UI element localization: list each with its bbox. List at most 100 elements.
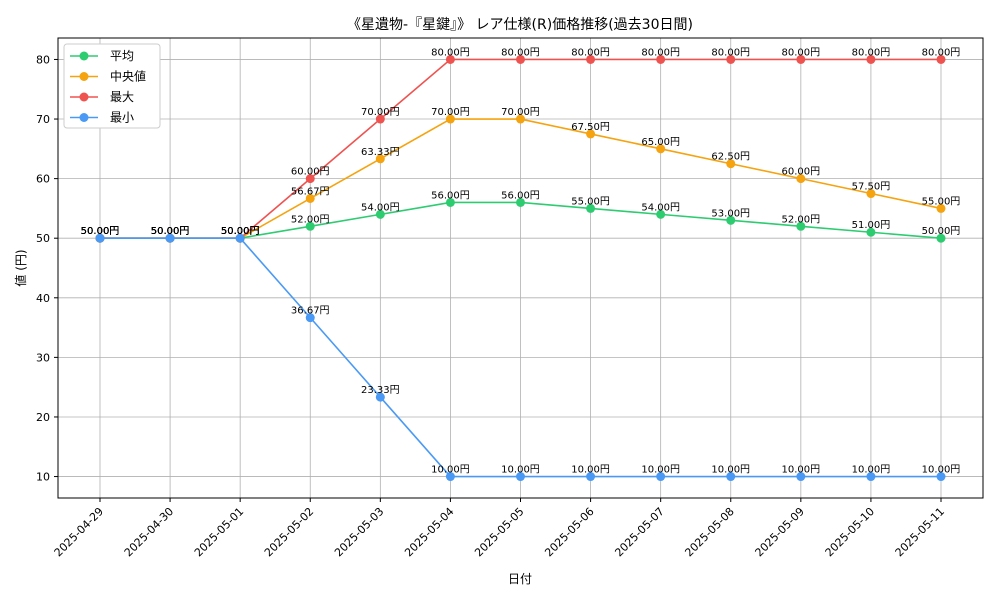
x-tick-label: 2025-05-03 (332, 505, 386, 559)
data-point (375, 392, 385, 402)
data-point (586, 54, 596, 64)
data-point (445, 54, 455, 64)
data-point (936, 54, 946, 64)
data-label: 50.00円 (221, 226, 260, 237)
data-label: 55.00円 (571, 196, 610, 207)
data-label: 50.00円 (151, 226, 190, 237)
data-point (445, 114, 455, 124)
data-label: 56.00円 (431, 190, 470, 201)
data-label: 60.00円 (782, 167, 821, 178)
y-tick-label: 40 (36, 292, 50, 305)
data-point (305, 221, 315, 231)
data-label: 23.33円 (361, 385, 400, 396)
data-label: 56.67円 (291, 186, 330, 197)
data-point (726, 215, 736, 225)
x-tick-label: 2025-05-05 (472, 505, 526, 559)
data-label: 50.00円 (151, 226, 190, 237)
y-tick-label: 20 (36, 411, 50, 424)
data-point (305, 193, 315, 203)
data-point (375, 154, 385, 164)
data-point (305, 174, 315, 184)
plot-frame (57, 37, 984, 499)
chart-title: 《星遺物-『星鍵』》 レア仕様(R)価格推移(過去30日間) (347, 17, 693, 33)
data-point (445, 197, 455, 207)
y-tick-label: 30 (36, 351, 50, 364)
data-label: 50.00円 (151, 226, 190, 237)
data-point (586, 472, 596, 482)
data-label: 80.00円 (782, 47, 821, 58)
data-point (445, 472, 455, 482)
legend-label: 最大 (110, 90, 134, 104)
data-label: 70.00円 (431, 107, 470, 118)
legend-swatch-marker (79, 72, 89, 81)
legend-swatch-marker (79, 51, 89, 61)
data-label: 55.00円 (922, 196, 961, 207)
data-label: 10.00円 (922, 465, 961, 476)
data-point (586, 129, 596, 139)
x-tick-label: 2025-05-07 (612, 505, 666, 559)
data-label: 51.00円 (852, 220, 891, 231)
data-label: 67.50円 (571, 122, 610, 133)
data-point (235, 233, 245, 243)
data-label: 10.00円 (501, 465, 540, 476)
data-label: 70.00円 (501, 107, 540, 118)
x-tick-label: 2025-05-11 (893, 505, 947, 559)
data-point (656, 209, 666, 219)
data-label: 57.50円 (852, 182, 891, 193)
data-label: 10.00円 (711, 465, 750, 476)
data-label: 56.00円 (501, 190, 540, 201)
data-point (516, 114, 525, 124)
x-tick-label: 2025-04-29 (52, 505, 106, 559)
y-axis-label: 値 (円) (13, 249, 28, 286)
x-tick-label: 2025-05-04 (402, 505, 456, 559)
data-point (516, 197, 525, 207)
x-tick-label: 2025-05-10 (823, 505, 877, 559)
legend-box (63, 43, 161, 129)
data-point (656, 54, 666, 64)
data-label: 10.00円 (431, 465, 470, 476)
legend-swatch-marker (79, 113, 89, 122)
x-axis-ticks: 2025-04-29 2025-04-30 2025-05-01 2025-05-02… (52, 498, 947, 559)
data-point (866, 189, 876, 199)
data-label: 80.00円 (641, 47, 680, 58)
data-point (796, 174, 806, 184)
legend-label: 平均 (110, 49, 134, 63)
data-label: 50.00円 (81, 226, 120, 237)
data-point (516, 54, 525, 64)
y-tick-label: 80 (36, 53, 50, 66)
data-point (516, 472, 525, 482)
data-label: 80.00円 (852, 47, 891, 58)
legend-swatch-marker (79, 92, 89, 102)
data-label: 70.00円 (361, 107, 400, 118)
data-label: 10.00円 (852, 465, 891, 476)
data-label: 10.00円 (571, 465, 610, 476)
data-label: 50.00円 (151, 226, 190, 237)
x-tick-label: 2025-05-02 (262, 505, 316, 559)
data-label: 60.00円 (291, 167, 330, 178)
y-tick-label: 50 (36, 232, 50, 245)
data-point (936, 203, 946, 213)
x-tick-label: 2025-05-01 (192, 505, 246, 559)
data-point (586, 203, 596, 213)
data-point (866, 472, 876, 482)
x-tick-label: 2025-05-06 (542, 505, 596, 559)
data-point (796, 54, 806, 64)
data-label: 63.33円 (361, 147, 400, 158)
data-label: 10.00円 (782, 465, 821, 476)
data-label: 80.00円 (431, 47, 470, 58)
data-point (165, 233, 175, 243)
data-point (936, 233, 946, 243)
y-tick-label: 60 (36, 173, 50, 186)
data-label: 50.00円 (81, 226, 120, 237)
data-label: 53.00円 (711, 208, 750, 219)
data-label: 36.67円 (291, 306, 330, 317)
y-axis-ticks: 10 20 30 40 50 60 70 80 (36, 53, 58, 484)
data-label: 80.00円 (571, 47, 610, 58)
data-label: 52.00円 (782, 214, 821, 225)
data-label: 50.00円 (221, 226, 260, 237)
data-label: 54.00円 (641, 202, 680, 213)
data-label: 65.00円 (641, 137, 680, 148)
data-label: 50.00円 (81, 226, 120, 237)
data-point (656, 144, 666, 154)
